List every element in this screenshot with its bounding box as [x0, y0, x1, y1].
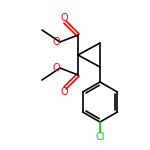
Text: O: O: [52, 63, 60, 73]
Text: O: O: [52, 37, 60, 47]
Text: O: O: [60, 87, 68, 97]
Text: Cl: Cl: [95, 132, 105, 142]
Text: O: O: [60, 13, 68, 23]
